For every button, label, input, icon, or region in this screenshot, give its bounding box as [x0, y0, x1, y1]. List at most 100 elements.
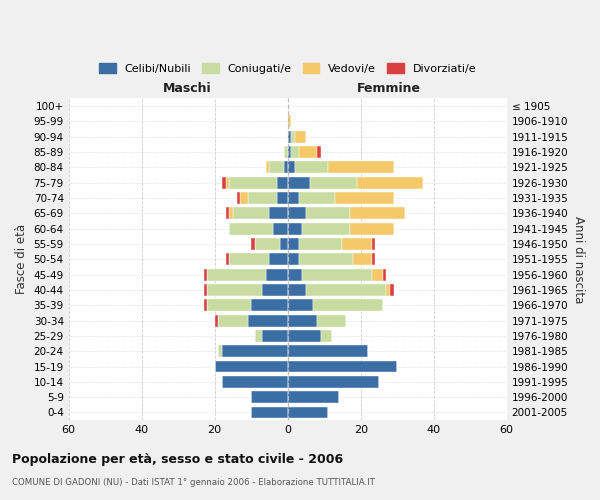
- Bar: [218, 314, 248, 326]
- Bar: [229, 254, 269, 265]
- Bar: [299, 192, 335, 204]
- Bar: [295, 162, 328, 173]
- Bar: [328, 162, 394, 173]
- Bar: [208, 284, 262, 296]
- Bar: [222, 376, 287, 388]
- Bar: [302, 268, 371, 280]
- Bar: [317, 146, 320, 158]
- Bar: [208, 299, 251, 311]
- Bar: [269, 162, 284, 173]
- Bar: [287, 238, 299, 250]
- Bar: [280, 238, 287, 250]
- Bar: [313, 299, 383, 311]
- Bar: [287, 376, 379, 388]
- Bar: [371, 238, 376, 250]
- Bar: [208, 268, 266, 280]
- Text: COMUNE DI GADONI (NU) - Dati ISTAT 1° gennaio 2006 - Elaborazione TUTTITALIA.IT: COMUNE DI GADONI (NU) - Dati ISTAT 1° ge…: [12, 478, 375, 487]
- Bar: [251, 406, 287, 418]
- Bar: [218, 345, 222, 357]
- Bar: [383, 268, 386, 280]
- Bar: [240, 192, 248, 204]
- Bar: [287, 254, 299, 265]
- Bar: [287, 222, 302, 234]
- Bar: [287, 116, 292, 128]
- Bar: [262, 284, 287, 296]
- Bar: [287, 176, 310, 188]
- Bar: [287, 146, 292, 158]
- Bar: [277, 192, 287, 204]
- Bar: [335, 192, 394, 204]
- Bar: [251, 391, 287, 403]
- Bar: [295, 130, 306, 142]
- Bar: [277, 176, 287, 188]
- Bar: [371, 268, 383, 280]
- Legend: Celibi/Nubili, Coniugati/e, Vedovi/e, Divorziati/e: Celibi/Nubili, Coniugati/e, Vedovi/e, Di…: [94, 59, 481, 78]
- Bar: [350, 222, 394, 234]
- Y-axis label: Fasce di età: Fasce di età: [15, 224, 28, 294]
- Bar: [226, 176, 229, 188]
- Text: Maschi: Maschi: [163, 82, 211, 95]
- Bar: [284, 146, 287, 158]
- Bar: [287, 314, 317, 326]
- Bar: [287, 162, 295, 173]
- Bar: [299, 254, 353, 265]
- Bar: [248, 314, 287, 326]
- Bar: [371, 254, 376, 265]
- Bar: [248, 192, 277, 204]
- Bar: [204, 268, 208, 280]
- Bar: [204, 284, 208, 296]
- Bar: [251, 299, 287, 311]
- Bar: [292, 146, 299, 158]
- Bar: [320, 330, 332, 342]
- Bar: [287, 360, 397, 372]
- Text: Popolazione per età, sesso e stato civile - 2006: Popolazione per età, sesso e stato civil…: [12, 452, 343, 466]
- Bar: [287, 192, 299, 204]
- Bar: [262, 330, 287, 342]
- Bar: [287, 391, 339, 403]
- Bar: [386, 284, 390, 296]
- Bar: [353, 254, 371, 265]
- Bar: [287, 406, 328, 418]
- Bar: [255, 330, 262, 342]
- Bar: [284, 162, 287, 173]
- Bar: [390, 284, 394, 296]
- Bar: [299, 238, 343, 250]
- Bar: [299, 146, 317, 158]
- Bar: [357, 176, 423, 188]
- Bar: [215, 360, 287, 372]
- Bar: [236, 192, 240, 204]
- Bar: [229, 176, 277, 188]
- Text: Femmine: Femmine: [356, 82, 421, 95]
- Bar: [233, 208, 269, 219]
- Bar: [306, 284, 386, 296]
- Bar: [229, 208, 233, 219]
- Bar: [302, 222, 350, 234]
- Bar: [287, 284, 306, 296]
- Bar: [229, 222, 273, 234]
- Bar: [226, 208, 229, 219]
- Bar: [222, 176, 226, 188]
- Bar: [269, 254, 287, 265]
- Bar: [287, 130, 292, 142]
- Bar: [343, 238, 371, 250]
- Bar: [287, 299, 313, 311]
- Bar: [204, 299, 208, 311]
- Bar: [251, 238, 255, 250]
- Bar: [287, 208, 306, 219]
- Bar: [222, 345, 287, 357]
- Bar: [287, 330, 320, 342]
- Bar: [269, 208, 287, 219]
- Bar: [266, 162, 269, 173]
- Bar: [273, 222, 287, 234]
- Bar: [292, 130, 295, 142]
- Bar: [310, 176, 357, 188]
- Bar: [306, 208, 350, 219]
- Bar: [215, 314, 218, 326]
- Bar: [350, 208, 404, 219]
- Y-axis label: Anni di nascita: Anni di nascita: [572, 216, 585, 303]
- Bar: [287, 345, 368, 357]
- Bar: [255, 238, 280, 250]
- Bar: [266, 268, 287, 280]
- Bar: [226, 254, 229, 265]
- Bar: [287, 268, 302, 280]
